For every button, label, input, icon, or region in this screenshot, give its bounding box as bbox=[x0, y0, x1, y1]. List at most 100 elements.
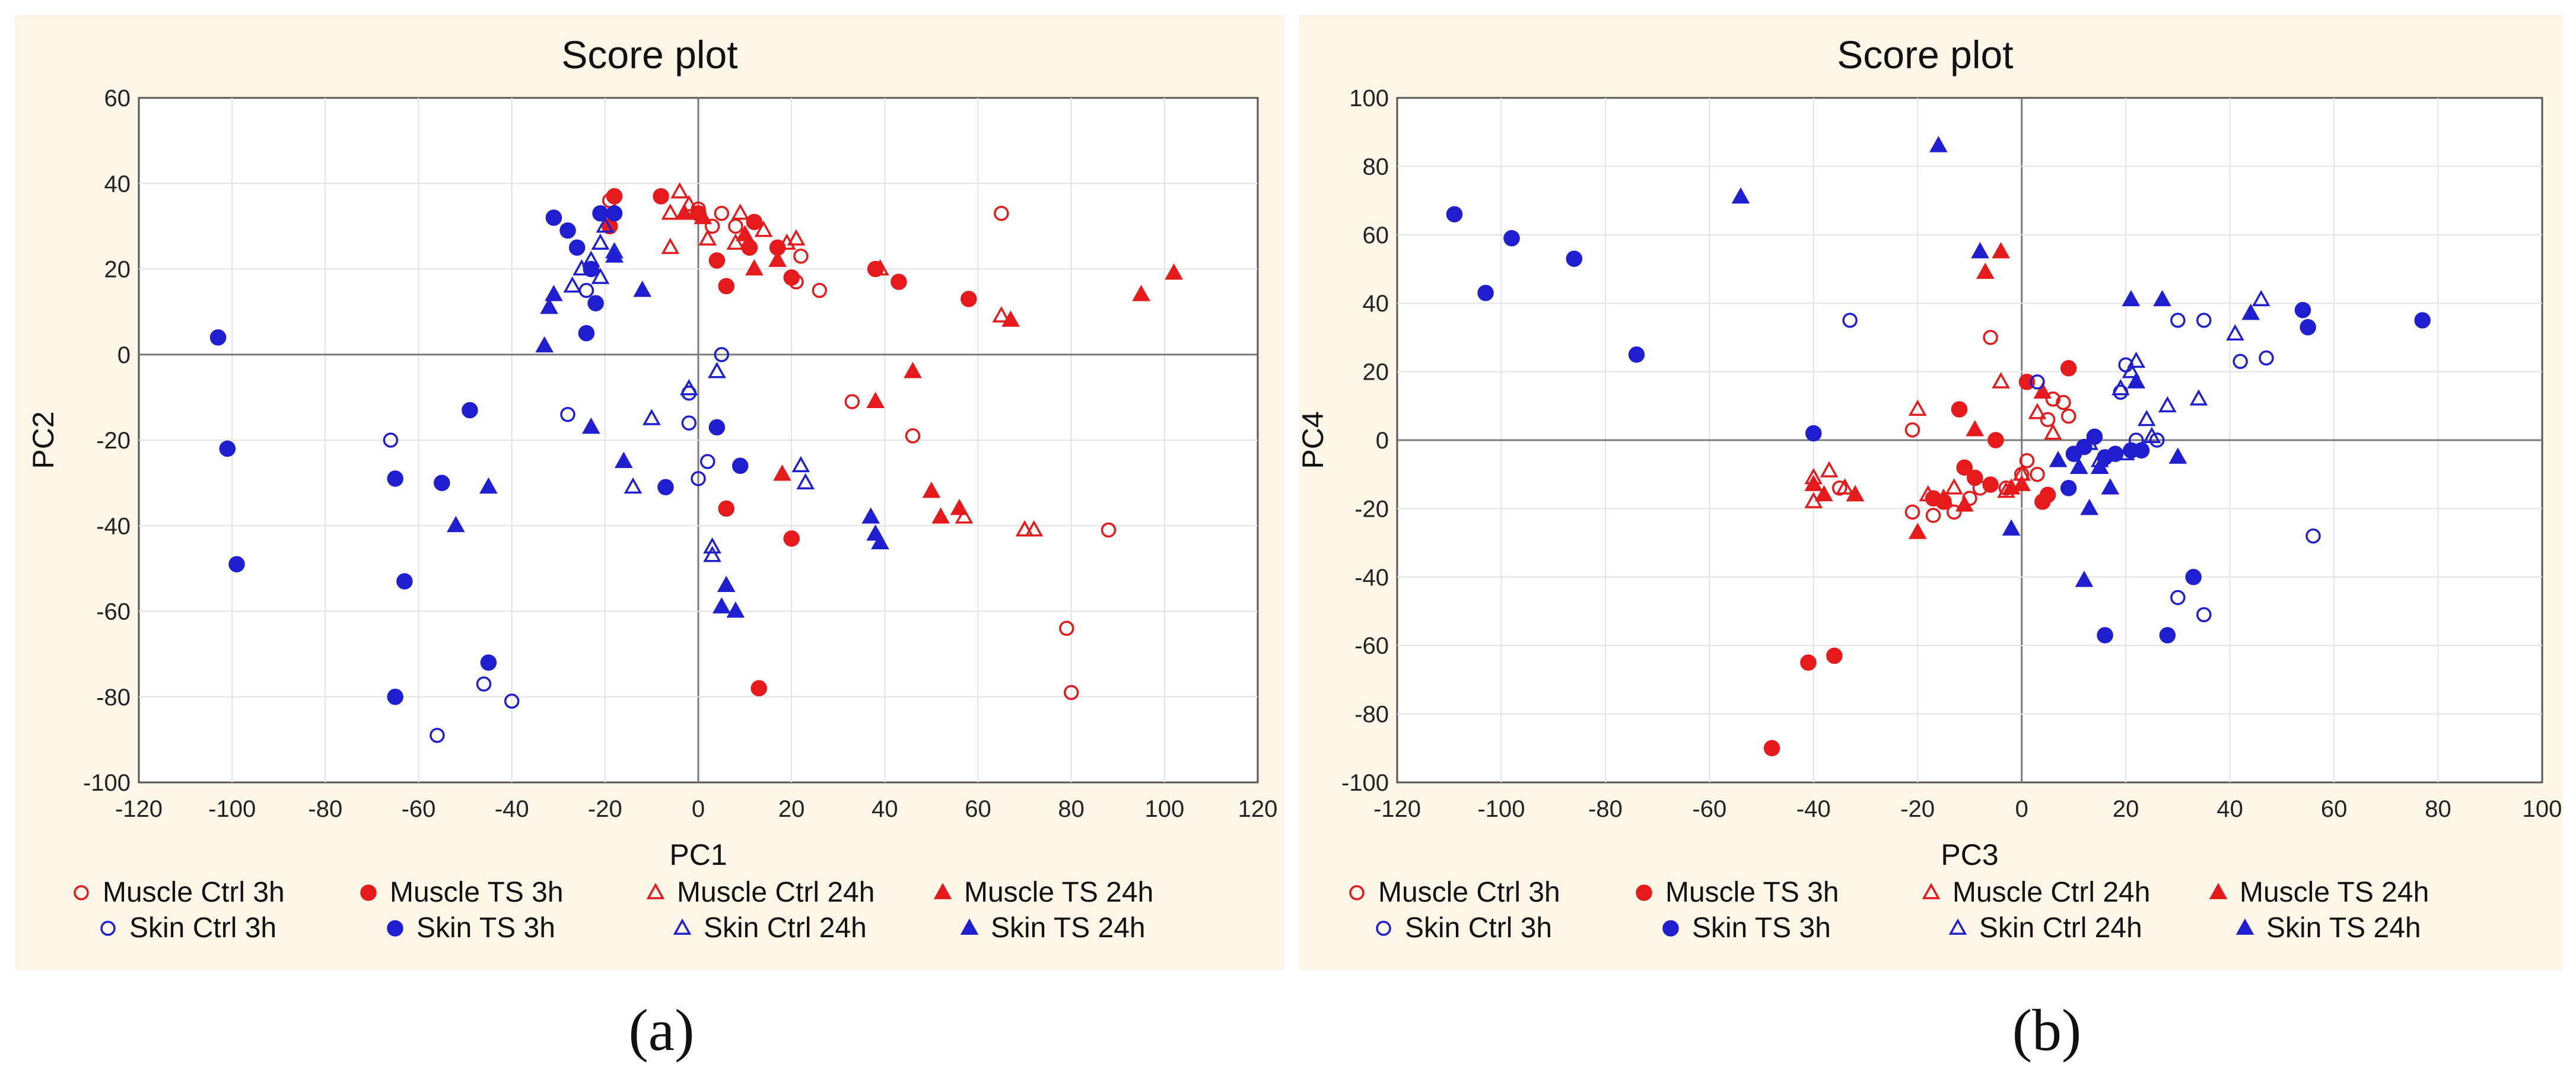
legend-label-muscle-ts-3h: Muscle TS 3h bbox=[1665, 877, 1839, 908]
point-muscle-ts-24h bbox=[1908, 523, 1927, 539]
point-skin-ts-3h bbox=[228, 556, 245, 572]
legend-marker-muscle-ts-24h bbox=[2209, 883, 2228, 899]
point-muscle-ts-24h bbox=[736, 225, 754, 241]
point-skin-ts-3h bbox=[2097, 627, 2113, 644]
point-skin-ctrl-3h bbox=[699, 454, 715, 469]
x-tick-label: 40 bbox=[872, 796, 898, 822]
point-muscle-ts-3h bbox=[2018, 374, 2036, 390]
y-tick-label: -20 bbox=[1354, 496, 1389, 522]
point-skin-ctrl-3h bbox=[714, 347, 730, 362]
x-tick-label: 100 bbox=[1144, 796, 1184, 822]
y-tick-label: 20 bbox=[1363, 359, 1389, 386]
point-skin-ts-24h bbox=[2153, 289, 2171, 307]
point-muscle-ts-3h bbox=[783, 269, 800, 286]
point-skin-ts-3h bbox=[387, 689, 403, 705]
point-skin-ts-24h bbox=[447, 515, 465, 533]
legend-label-skin-ts-24h: Skin TS 24h bbox=[991, 912, 1146, 944]
panel-a-y-axis-label: PC2 bbox=[27, 411, 60, 469]
x-tick-label: -120 bbox=[1373, 796, 1421, 822]
panel-a: Score plot -120 -100 -80 -60 -40 -20 0 20 40 60 80… bbox=[15, 15, 1284, 970]
legend-label-muscle-ctrl-24h: Muscle Ctrl 24h bbox=[1952, 877, 2150, 908]
point-skin-ctrl-3h bbox=[1842, 313, 1858, 328]
point-muscle-ts-24h bbox=[768, 250, 787, 267]
x-tick-label: 20 bbox=[2113, 796, 2139, 822]
point-muscle-ctrl-24h bbox=[1820, 461, 1839, 478]
x-tick-label: 120 bbox=[1238, 796, 1278, 822]
point-skin-ctrl-24h bbox=[2158, 396, 2177, 413]
point-skin-ctrl-3h bbox=[2170, 313, 2186, 328]
point-muscle-ts-24h bbox=[922, 481, 941, 498]
point-skin-ctrl-3h bbox=[2170, 590, 2186, 606]
point-skin-ctrl-24h bbox=[624, 477, 643, 494]
y-tick-label: -80 bbox=[96, 685, 131, 711]
point-skin-ts-24h bbox=[633, 281, 651, 297]
point-skin-ctrl-24h bbox=[791, 456, 810, 473]
point-skin-ts-3h bbox=[1477, 285, 1494, 301]
x-tick-label: -20 bbox=[1900, 796, 1935, 822]
point-skin-ts-3h bbox=[2060, 480, 2077, 496]
legend-marker-muscle-ctrl-24h bbox=[1922, 883, 1941, 899]
point-muscle-ctrl-3h bbox=[1904, 422, 1920, 438]
point-skin-ts-3h bbox=[387, 470, 403, 487]
point-skin-ctrl-3h bbox=[430, 727, 445, 743]
point-muscle-ts-24h bbox=[745, 259, 764, 276]
point-skin-ts-24h bbox=[861, 507, 880, 524]
point-muscle-ctrl-3h bbox=[2060, 408, 2076, 424]
point-muscle-ctrl-24h bbox=[731, 203, 750, 220]
point-skin-ts-3h bbox=[462, 402, 478, 419]
point-skin-ts-3h bbox=[545, 209, 562, 226]
x-tick-label: -100 bbox=[208, 796, 256, 822]
point-muscle-ts-3h bbox=[718, 278, 734, 295]
legend-marker-muscle-ts-24h bbox=[933, 883, 952, 899]
legend-marker-skin-ts-24h bbox=[960, 918, 979, 935]
point-muscle-ctrl-3h bbox=[2019, 453, 2035, 469]
point-muscle-ts-24h bbox=[773, 464, 791, 481]
legend-marker-muscle-ts-3h bbox=[1636, 884, 1652, 901]
point-muscle-ts-24h bbox=[1992, 242, 2010, 259]
x-tick-label: 20 bbox=[778, 796, 805, 822]
point-muscle-ts-24h bbox=[2012, 475, 2031, 491]
point-muscle-ctrl-3h bbox=[905, 428, 921, 444]
point-skin-ctrl-3h bbox=[383, 432, 399, 448]
point-muscle-ts-24h bbox=[675, 203, 694, 220]
legend-label-skin-ctrl-3h: Skin Ctrl 3h bbox=[1405, 912, 1552, 944]
point-muscle-ctrl-3h bbox=[1904, 504, 1920, 520]
point-muscle-ts-24h bbox=[1846, 485, 1865, 502]
x-tick-label: -60 bbox=[1692, 796, 1726, 822]
point-skin-ts-3h bbox=[2294, 301, 2311, 319]
point-skin-ts-24h bbox=[1731, 187, 1750, 204]
point-muscle-ts-3h bbox=[2060, 360, 2077, 377]
point-skin-ts-24h bbox=[614, 451, 633, 468]
point-skin-ctrl-24h bbox=[2111, 378, 2130, 396]
x-tick-label: 40 bbox=[2216, 796, 2243, 822]
y-tick-label: -80 bbox=[1354, 702, 1389, 728]
y-tick-label: -20 bbox=[96, 428, 131, 454]
y-tick-label: -100 bbox=[1341, 770, 1389, 796]
y-tick-label: 100 bbox=[1349, 85, 1389, 112]
point-skin-ts-24h bbox=[479, 477, 498, 494]
point-muscle-ctrl-24h bbox=[955, 507, 974, 524]
point-skin-ts-24h bbox=[2002, 519, 2021, 536]
point-skin-ts-3h bbox=[2300, 319, 2316, 336]
point-skin-ts-3h bbox=[568, 239, 586, 256]
point-muscle-ts-24h bbox=[1976, 262, 1995, 279]
point-skin-ts-3h bbox=[1628, 346, 1645, 363]
point-skin-ts-3h bbox=[2159, 627, 2176, 644]
point-muscle-ctrl-3h bbox=[793, 249, 809, 264]
legend-marker-muscle-ts-3h bbox=[360, 884, 377, 901]
point-skin-ts-24h bbox=[2069, 457, 2088, 475]
point-skin-ts-3h bbox=[708, 419, 726, 436]
point-skin-ctrl-3h bbox=[504, 693, 520, 709]
point-muscle-ts-24h bbox=[1132, 285, 1150, 301]
point-skin-ctrl-24h bbox=[591, 268, 610, 284]
legend-marker-skin-ctrl-24h bbox=[1948, 918, 1967, 935]
legend-marker-skin-ctrl-3h bbox=[1376, 921, 1391, 936]
point-muscle-ctrl-24h bbox=[670, 182, 689, 199]
point-muscle-ctrl-24h bbox=[992, 306, 1011, 323]
point-skin-ts-24h bbox=[2101, 478, 2120, 495]
point-skin-ts-24h bbox=[545, 285, 563, 301]
x-tick-label: 60 bbox=[965, 796, 991, 822]
point-skin-ts-3h bbox=[434, 475, 450, 491]
point-muscle-ctrl-24h bbox=[661, 237, 680, 254]
panel-a-x-axis-label: PC1 bbox=[669, 838, 727, 871]
